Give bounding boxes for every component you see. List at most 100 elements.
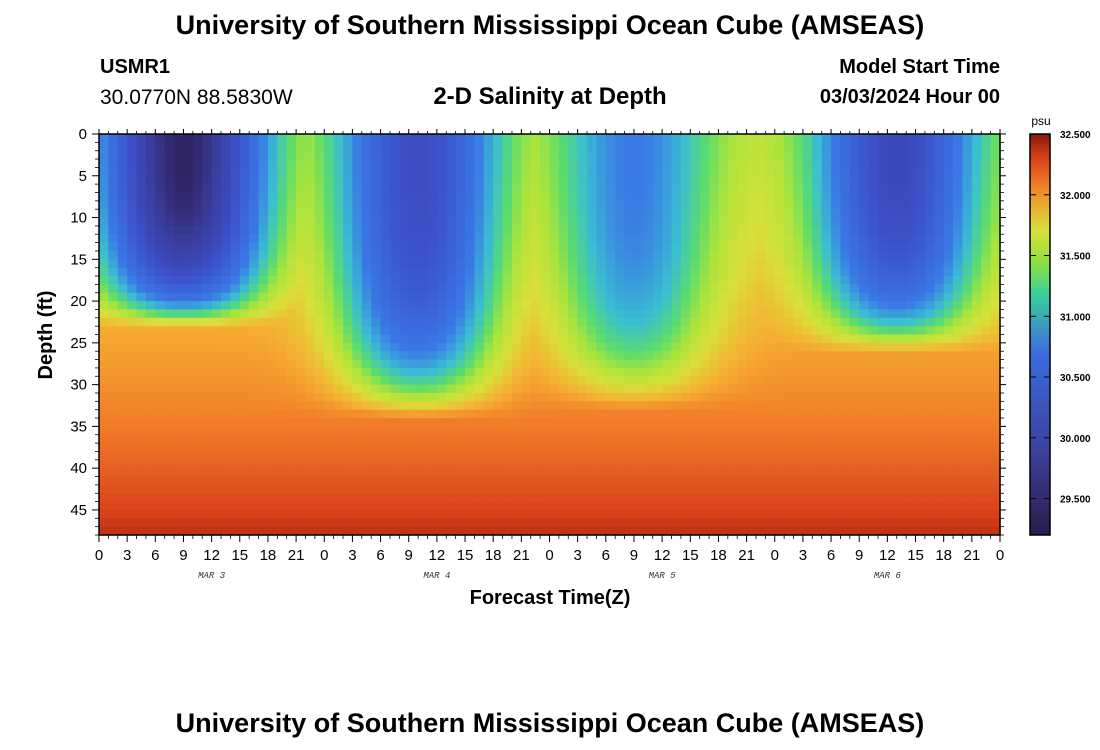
- heatmap-cell: [737, 367, 748, 377]
- heatmap-cell: [418, 509, 429, 519]
- heatmap-cell: [211, 225, 222, 235]
- heatmap-cell: [943, 142, 954, 152]
- heatmap-cell: [896, 159, 907, 169]
- heatmap-cell: [784, 376, 795, 386]
- heatmap-cell: [765, 384, 776, 394]
- heatmap-cell: [352, 351, 363, 361]
- heatmap-cell: [380, 351, 391, 361]
- heatmap-cell: [127, 167, 138, 177]
- heatmap-cell: [699, 217, 710, 227]
- heatmap-cell: [136, 334, 147, 344]
- heatmap-cell: [474, 326, 485, 336]
- heatmap-cell: [436, 225, 447, 235]
- heatmap-cell: [943, 334, 954, 344]
- heatmap-cell: [990, 217, 1001, 227]
- heatmap-cell: [906, 234, 917, 244]
- heatmap-cell: [915, 376, 926, 386]
- heatmap-cell: [249, 217, 260, 227]
- heatmap-cell: [502, 459, 513, 469]
- heatmap-cell: [558, 301, 569, 311]
- heatmap-cell: [474, 509, 485, 519]
- heatmap-cell: [408, 392, 419, 402]
- heatmap-cell: [277, 484, 288, 494]
- heatmap-cell: [511, 418, 522, 427]
- heatmap-cell: [953, 159, 964, 169]
- heatmap-cell: [465, 384, 476, 394]
- heatmap-cell: [399, 401, 410, 411]
- heatmap-cell: [211, 317, 222, 327]
- heatmap-cell: [718, 351, 729, 361]
- heatmap-cell: [296, 434, 307, 444]
- heatmap-cell: [990, 418, 1001, 427]
- heatmap-cell: [877, 518, 888, 528]
- heatmap-cell: [624, 426, 635, 436]
- heatmap-cell: [333, 392, 344, 402]
- heatmap-cell: [915, 493, 926, 503]
- heatmap-cell: [314, 301, 325, 311]
- heatmap-cell: [418, 401, 429, 411]
- heatmap-cell: [718, 384, 729, 394]
- heatmap-cell: [183, 392, 194, 402]
- heatmap-cell: [549, 209, 560, 219]
- heatmap-cell: [699, 317, 710, 327]
- heatmap-cell: [877, 175, 888, 185]
- x-tick-label: 3: [573, 547, 581, 564]
- heatmap-cell: [859, 443, 870, 453]
- heatmap-cell: [784, 351, 795, 361]
- heatmap-cell: [286, 284, 297, 294]
- heatmap-cell: [680, 150, 691, 160]
- heatmap-cell: [389, 192, 400, 202]
- heatmap-cell: [549, 276, 560, 285]
- heatmap-cell: [408, 468, 419, 478]
- heatmap-cell: [408, 309, 419, 319]
- heatmap-cell: [249, 501, 260, 511]
- heatmap-cell: [812, 167, 823, 177]
- heatmap-cell: [718, 234, 729, 244]
- heatmap-cell: [296, 501, 307, 511]
- heatmap-cell: [324, 259, 335, 269]
- heatmap-cell: [821, 234, 832, 244]
- heatmap-cell: [465, 359, 476, 369]
- heatmap-cell: [399, 284, 410, 294]
- heatmap-cell: [164, 326, 175, 336]
- heatmap-cell: [192, 451, 203, 461]
- heatmap-cell: [389, 267, 400, 277]
- heatmap-cell: [699, 167, 710, 177]
- heatmap-cell: [399, 334, 410, 344]
- heatmap-cell: [511, 476, 522, 486]
- heatmap-cell: [671, 242, 682, 252]
- heatmap-cell: [643, 301, 654, 311]
- heatmap-cell: [239, 159, 250, 169]
- heatmap-cell: [446, 184, 457, 194]
- heatmap-cell: [624, 301, 635, 311]
- heatmap-cell: [831, 276, 842, 285]
- heatmap-cell: [793, 509, 804, 519]
- heatmap-cell: [652, 217, 663, 227]
- heatmap-cell: [943, 276, 954, 285]
- heatmap-cell: [718, 284, 729, 294]
- heatmap-cell: [737, 493, 748, 503]
- heatmap-cell: [709, 217, 720, 227]
- heatmap-cell: [286, 150, 297, 160]
- heatmap-cell: [896, 276, 907, 285]
- heatmap-cell: [296, 518, 307, 528]
- heatmap-cell: [427, 309, 438, 319]
- heatmap-cell: [643, 217, 654, 227]
- heatmap-cell: [868, 259, 879, 269]
- heatmap-cell: [615, 159, 626, 169]
- heatmap-cell: [427, 334, 438, 344]
- heatmap-cell: [953, 309, 964, 319]
- heatmap-cell: [943, 225, 954, 235]
- heatmap-cell: [427, 150, 438, 160]
- heatmap-cell: [221, 434, 231, 444]
- heatmap-cell: [286, 384, 297, 394]
- heatmap-cell: [793, 267, 804, 277]
- heatmap-cell: [296, 134, 307, 143]
- heatmap-cell: [230, 376, 241, 386]
- heatmap-cell: [596, 459, 607, 469]
- heatmap-cell: [230, 459, 241, 469]
- heatmap-cell: [127, 384, 138, 394]
- heatmap-cell: [427, 192, 438, 202]
- heatmap-cell: [183, 175, 194, 185]
- heatmap-cell: [249, 484, 260, 494]
